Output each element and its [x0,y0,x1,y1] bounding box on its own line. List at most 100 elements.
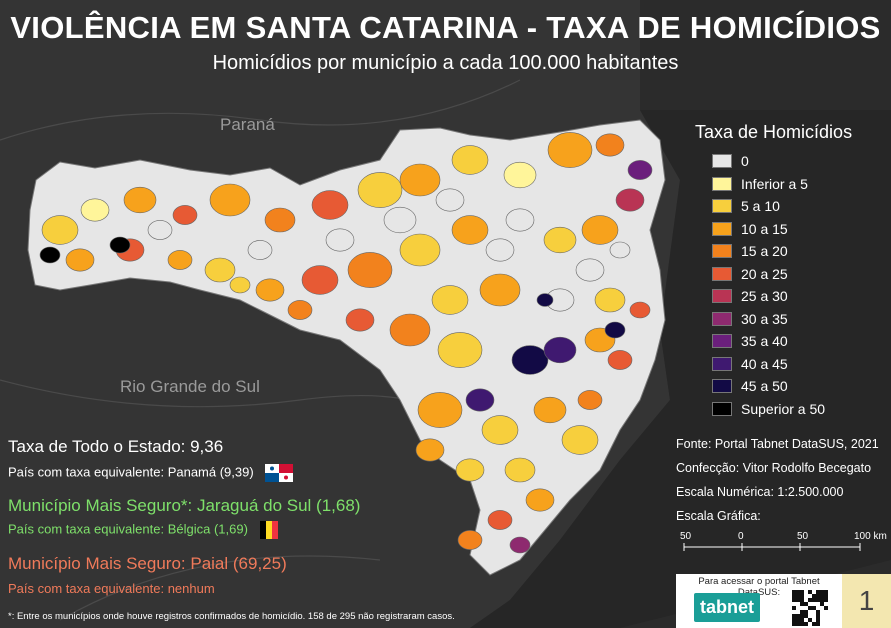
municipality [457,530,483,550]
legend: 0 Inferior a 5 5 a 10 10 a 15 15 a 20 20 a 25… [712,150,825,420]
municipality [264,207,296,233]
municipality [383,206,417,234]
municipality [525,488,555,512]
municipality [389,313,431,347]
author-credit: Confecção: Vitor Rodolfo Becegato [676,461,872,475]
state-rate: Taxa de Todo o Estado: 9,36 [8,437,224,456]
scale-tick-label: 50 [797,531,809,542]
municipality [451,145,489,175]
municipality [609,241,631,259]
municipality [109,236,131,254]
legend-swatch [712,334,732,349]
panama-flag-icon [265,464,294,482]
municipality [357,172,403,208]
legend-label: 5 a 10 [741,198,780,215]
municipality [247,240,273,260]
state-rate-equivalent: País com taxa equivalente: Panamá (9,39) [8,464,294,482]
legend-swatch [712,311,732,326]
municipality [80,198,110,222]
municipality [594,287,626,313]
municipality [415,438,445,462]
legend-label: 20 a 25 [741,265,788,282]
legend-swatch [712,379,732,394]
municipality [481,415,519,445]
scale-tick-label: 0 [738,531,744,542]
municipality [41,215,79,245]
legend-item: 30 a 35 [712,308,825,331]
municipality [451,215,489,245]
municipality [607,350,633,370]
footnote: *: Entre os municípios onde houve regist… [8,611,455,622]
municipality [629,301,651,319]
legend-swatch [712,266,732,281]
municipality [505,208,535,232]
legend-item: 5 a 10 [712,195,825,218]
municipality [255,278,285,302]
legend-swatch [712,199,732,214]
municipality [604,321,626,339]
page-subtitle: Homicídios por município a cada 100.000 … [212,52,679,74]
ocean [470,110,891,628]
municipality [229,276,251,294]
legend-label: 25 a 30 [741,288,788,305]
municipality [345,308,375,332]
municipality [536,293,554,307]
numeric-scale: Escala Numérica: 1:2.500.000 [676,485,844,499]
qr-panel: Para acessar o portal Tabnet DataSUS: ta… [676,574,842,628]
municipality [167,250,193,270]
municipality [504,457,536,483]
qr-code-icon[interactable] [792,590,828,626]
legend-item: 20 a 25 [712,263,825,286]
page-number: 1 [842,574,891,628]
road-line [0,79,521,141]
worst-municipality: Município Mais Seguro: Paial (69,25) [8,554,287,573]
scale-tick-label: 50 [680,531,692,542]
municipality [615,188,645,212]
legend-label: 35 a 40 [741,333,788,350]
municipality [575,258,605,282]
municipality [209,183,251,217]
legend-label: 40 a 45 [741,355,788,372]
municipality [511,345,549,375]
legend-swatch [712,356,732,371]
worst-equivalent: País com taxa equivalente: nenhum [8,581,215,596]
municipality [347,252,393,288]
legend-label: 15 a 20 [741,243,788,260]
belgium-flag-icon [259,521,278,539]
municipality [123,186,157,214]
state-outline [27,119,666,576]
municipality [399,163,441,197]
municipality [547,132,593,168]
legend-swatch [712,221,732,236]
municipality [465,388,495,412]
legend-item: 0 [712,150,825,173]
legend-item: 10 a 15 [712,218,825,241]
legend-label: 10 a 15 [741,220,788,237]
municipality [39,246,61,264]
municipality [417,392,463,428]
page-title: VIOLÊNCIA EM SANTA CATARINA - TAXA DE HO… [10,10,881,45]
legend-swatch [712,176,732,191]
municipality [455,458,485,482]
tabnet-logo[interactable]: tabnet [694,593,760,622]
legend-item: 35 a 40 [712,330,825,353]
municipality [65,248,95,272]
legend-item: 15 a 20 [712,240,825,263]
legend-swatch [712,244,732,259]
legend-swatch [712,289,732,304]
municipality [487,510,513,530]
municipality [533,396,567,424]
municipality [311,190,349,220]
legend-item: 40 a 45 [712,353,825,376]
legend-swatch [712,401,732,416]
municipality [627,160,653,180]
municipality [435,188,465,212]
legend-item: Superior a 50 [712,398,825,421]
state-equiv-text: País com taxa equivalente: Panamá (9,39) [8,464,254,480]
safest-equivalent: País com taxa equivalente: Bélgica (1,69… [8,521,278,539]
municipality [543,226,577,254]
municipality [399,233,441,267]
legend-label: 30 a 35 [741,310,788,327]
legend-item: 45 a 50 [712,375,825,398]
